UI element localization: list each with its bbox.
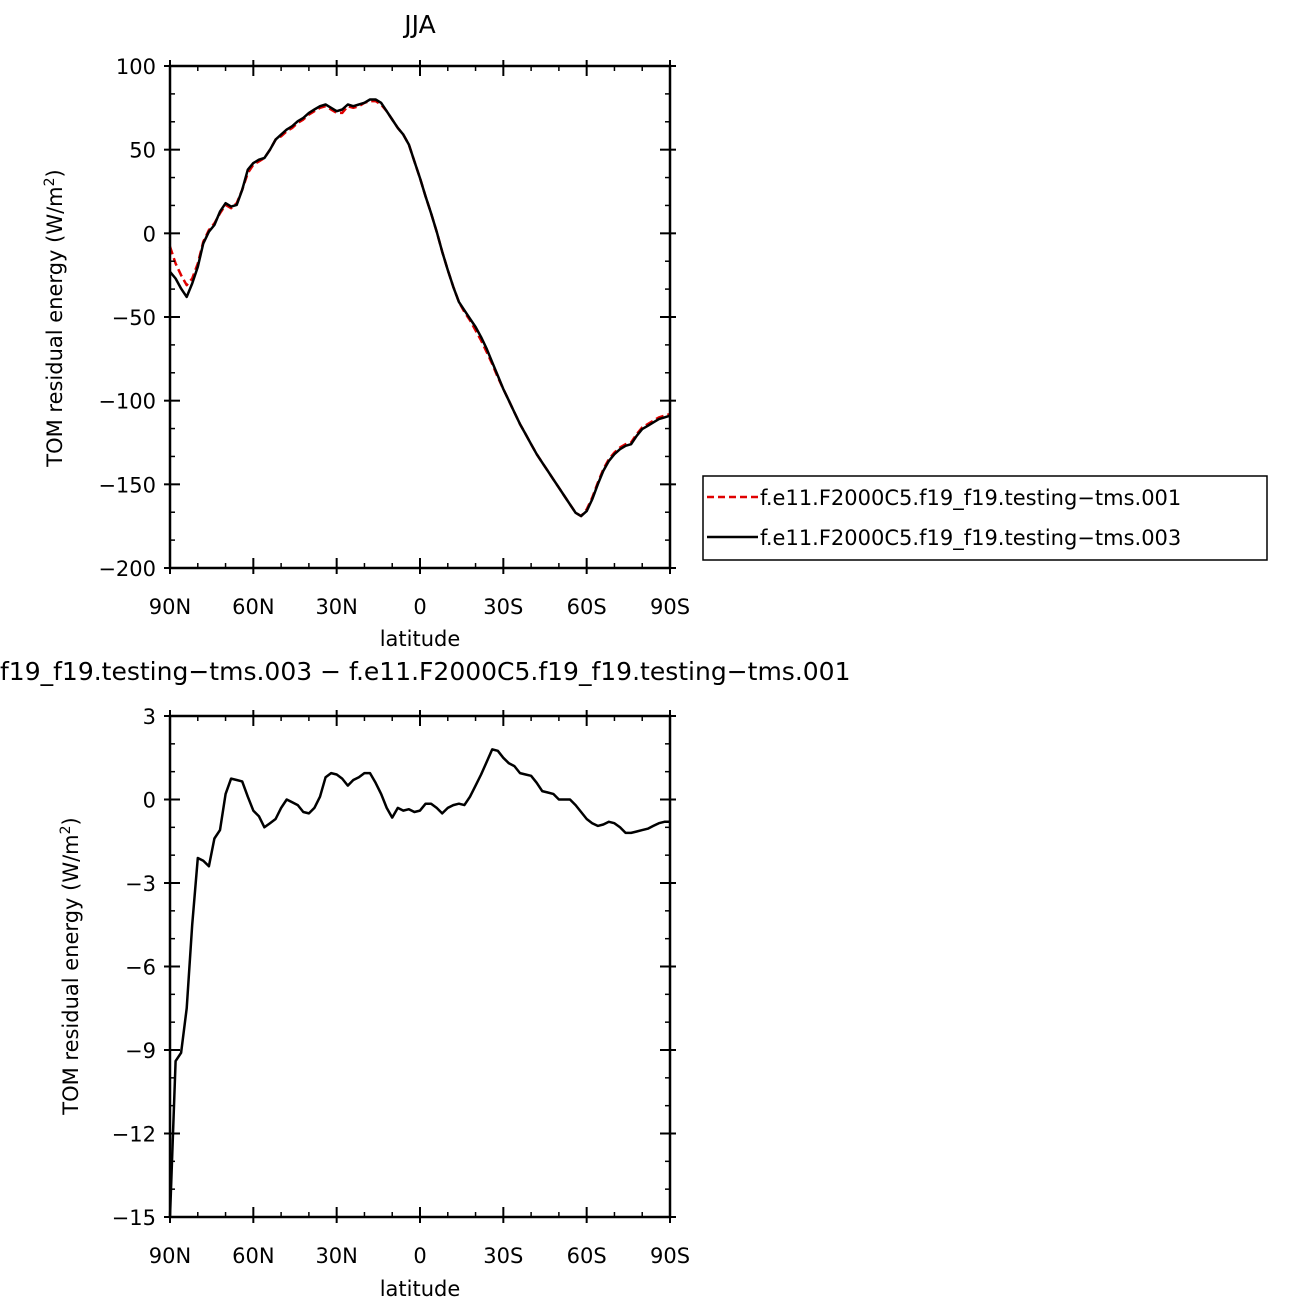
top-y-tick-label: −100 <box>98 390 156 414</box>
bottom-y-tick-label: −6 <box>125 956 156 980</box>
top-y-tick-label: −150 <box>98 473 156 497</box>
bottom-y-tick-label: 0 <box>143 789 156 813</box>
top-panel: JJA 90N 60N 30N 0 30S 60S 90S −200 −150 −100 −50 0… <box>42 10 690 651</box>
bottom-y-tick-label: −12 <box>112 1123 156 1147</box>
top-x-tick-label: 0 <box>413 595 426 619</box>
bottom-y-tick-label: 3 <box>143 705 156 729</box>
legend-box <box>702 475 1268 561</box>
top-y-axis-label: TOM residual energy (W/m2) <box>42 169 67 468</box>
top-series-line-2 <box>169 98 671 518</box>
top-y-tick-label: 0 <box>143 222 156 246</box>
top-x-tick-labels: 90N 60N 30N 0 30S 60S 90S <box>149 595 690 619</box>
top-x-axis-label: latitude <box>380 627 461 651</box>
top-x-tick-label: 60S <box>567 595 607 619</box>
legend: f.e11.F2000C5.f19_f19.testing−tms.001 f.… <box>702 475 1268 561</box>
top-x-tick-label: 90N <box>149 595 191 619</box>
bottom-series-layer <box>168 748 670 1218</box>
bottom-y-tick-label: −15 <box>112 1206 156 1230</box>
top-y-tick-label: 50 <box>129 139 156 163</box>
bottom-x-tick-labels: 90N 60N 30N 0 30S 60S 90S <box>149 1244 690 1268</box>
bottom-y-tick-label: −3 <box>125 872 156 896</box>
top-chart-title: JJA <box>402 10 435 39</box>
bottom-x-tick-label: 90N <box>149 1244 191 1268</box>
top-x-tick-label: 60N <box>232 595 274 619</box>
top-x-tick-label: 90S <box>650 595 690 619</box>
top-y-tick-label: 100 <box>116 55 156 79</box>
bottom-x-tick-label: 30N <box>315 1244 357 1268</box>
top-series-line-1 <box>168 99 671 518</box>
legend-entry-001: f.e11.F2000C5.f19_f19.testing−tms.001 <box>760 486 1181 511</box>
bottom-y-tick-labels: −15 −12 −9 −6 −3 0 3 <box>112 705 156 1230</box>
bottom-x-tick-label: 0 <box>413 1244 426 1268</box>
top-x-tick-label: 30N <box>315 595 357 619</box>
bottom-series-line-1 <box>168 748 670 1218</box>
bottom-x-tick-label: 60S <box>567 1244 607 1268</box>
top-series-layer <box>168 98 671 518</box>
bottom-x-tick-label: 90S <box>650 1244 690 1268</box>
bottom-x-axis-label: latitude <box>380 1277 461 1301</box>
top-y-tick-labels: −200 −150 −100 −50 0 50 100 <box>98 55 156 581</box>
legend-entry-003: f.e11.F2000C5.f19_f19.testing−tms.003 <box>760 526 1181 551</box>
bottom-y-axis-label: TOM residual energy (W/m2) <box>58 817 83 1116</box>
top-y-tick-label: −200 <box>98 557 156 581</box>
top-x-tick-label: 30S <box>483 595 523 619</box>
bottom-chart-title: f19_f19.testing−tms.003 − f.e11.F2000C5.… <box>0 657 851 686</box>
bottom-axis-ticks <box>164 710 676 1223</box>
bottom-x-tick-label: 60N <box>232 1244 274 1268</box>
bottom-panel: f19_f19.testing−tms.003 − f.e11.F2000C5.… <box>0 657 851 1301</box>
bottom-y-tick-label: −9 <box>125 1039 156 1063</box>
top-axis-ticks <box>164 60 676 574</box>
bottom-x-tick-label: 30S <box>483 1244 523 1268</box>
top-y-tick-label: −50 <box>112 306 156 330</box>
